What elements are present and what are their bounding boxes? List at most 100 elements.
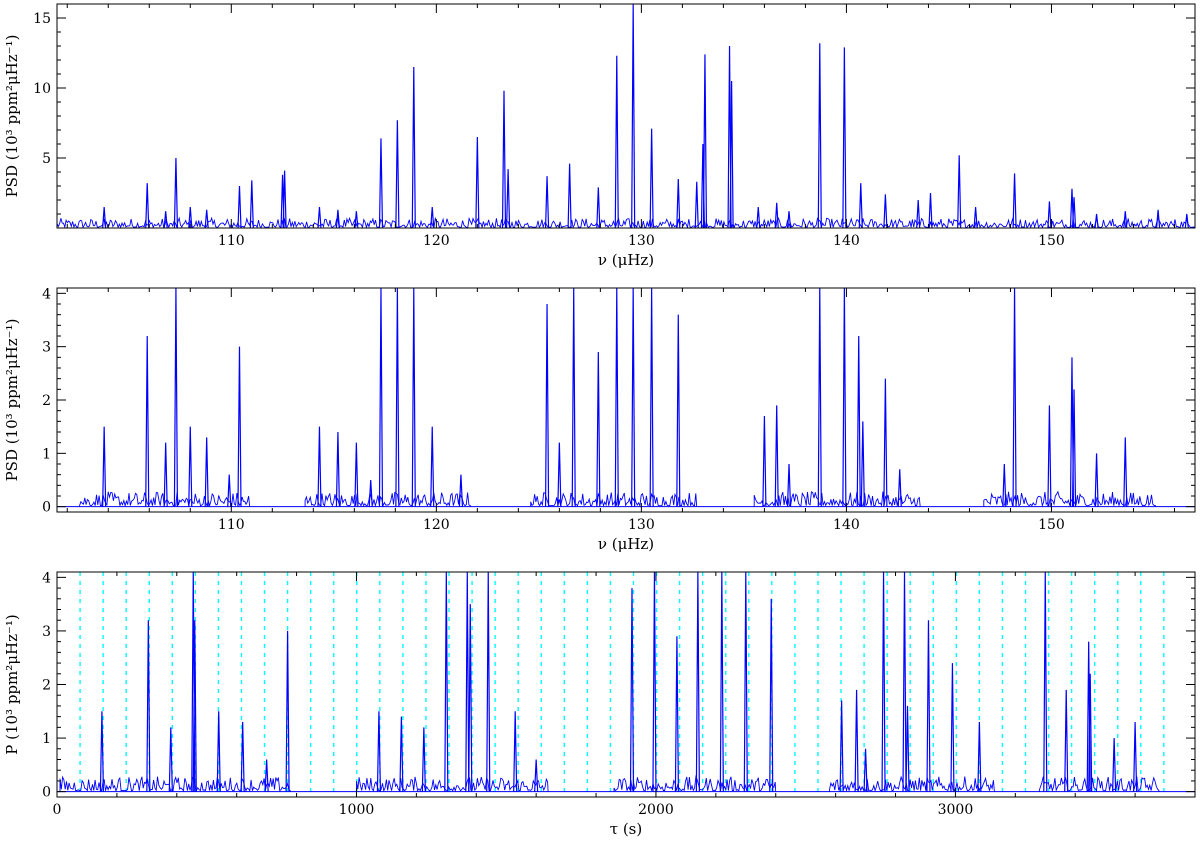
peak	[1047, 201, 1052, 228]
peak	[249, 180, 254, 228]
x-tick-label: 150	[1038, 517, 1065, 533]
axes-frame	[56, 287, 1196, 513]
spectrum-series	[57, 4, 1195, 228]
x-tick-label: 2000	[638, 802, 674, 818]
peak	[465, 572, 470, 792]
x-tick-label: 1000	[339, 802, 375, 818]
peak	[817, 288, 822, 507]
peak	[973, 206, 978, 228]
peak	[596, 351, 601, 507]
peak	[368, 479, 373, 507]
middle-panel: 110 120 130 140 150 0 1 2 3 4 ν (μHz) PSD (10³ ppm²…	[3, 286, 1196, 553]
peak	[883, 194, 888, 228]
peak	[774, 405, 779, 507]
peak	[317, 206, 322, 228]
peak	[513, 711, 518, 792]
peak	[411, 288, 416, 507]
peak	[676, 314, 681, 507]
peak	[317, 426, 322, 507]
peak	[557, 442, 562, 507]
peak	[1133, 721, 1138, 792]
peak	[1112, 738, 1117, 792]
peak	[1155, 209, 1161, 228]
peak	[928, 192, 933, 228]
peak	[240, 721, 245, 792]
peak	[881, 572, 886, 792]
x-axis-label: τ (s)	[610, 820, 642, 838]
y-tick-label: 2	[42, 678, 51, 694]
peak	[631, 288, 636, 507]
peak	[649, 288, 654, 507]
peak	[285, 630, 290, 792]
peak	[1123, 211, 1128, 228]
peak	[468, 604, 473, 792]
spectrum-noise	[59, 774, 1160, 793]
y-tick-label: 15	[33, 11, 51, 27]
peak	[676, 178, 681, 228]
y-axis-label: PSD (10³ ppm²μHz⁻¹)	[3, 319, 21, 482]
peak	[188, 426, 193, 507]
peak	[444, 572, 449, 792]
peak	[475, 136, 480, 228]
peak	[743, 572, 748, 792]
x-axis-label: ν (μHz)	[598, 251, 654, 269]
peak	[926, 620, 931, 792]
peak	[883, 378, 888, 507]
peak	[173, 157, 179, 228]
peak	[376, 711, 382, 792]
peak	[146, 620, 151, 792]
peak	[863, 748, 868, 792]
peak	[614, 55, 619, 228]
peak	[842, 47, 847, 228]
x-tick-label: 110	[218, 517, 245, 533]
peak	[897, 469, 902, 507]
peak	[168, 727, 173, 792]
peak	[652, 572, 657, 792]
peak	[567, 163, 572, 228]
peak	[192, 620, 197, 792]
peak	[854, 689, 859, 792]
peak	[378, 288, 384, 507]
peak	[544, 176, 550, 228]
spectrum-series	[57, 288, 1195, 508]
peak	[1071, 389, 1077, 507]
peak	[486, 572, 491, 792]
peak	[395, 120, 400, 228]
peak	[719, 572, 724, 792]
x-tick-label: 150	[1038, 233, 1065, 249]
peak	[282, 170, 287, 228]
peak	[729, 80, 734, 228]
peak	[695, 572, 700, 792]
peak	[860, 421, 865, 507]
peak	[501, 90, 507, 228]
peak	[354, 211, 359, 228]
y-tick-label: 1	[42, 731, 51, 747]
x-tick-label: 140	[833, 517, 860, 533]
peak	[173, 288, 179, 507]
y-tick-label: 5	[42, 151, 51, 167]
peak	[534, 759, 539, 792]
peak	[237, 185, 242, 228]
peak	[786, 463, 792, 507]
top-panel: 110 120 130 140 150 5 10 15 ν (μHz) PSD (10³ ppm²…	[3, 3, 1196, 269]
bottom-panel: 0 1000 2000 3000 0 1 2 3 4 τ (s) P (10³ ppm²μHz⁻¹)	[3, 570, 1196, 838]
peak	[458, 474, 464, 507]
peak	[1123, 437, 1128, 507]
peak	[786, 211, 792, 228]
y-tick-label: 2	[42, 393, 51, 409]
peak	[1043, 572, 1048, 792]
peak	[430, 426, 435, 507]
peak	[421, 727, 426, 792]
peak	[614, 288, 619, 507]
peak	[856, 335, 861, 507]
peak	[1064, 689, 1069, 792]
peak	[378, 138, 384, 228]
peak	[102, 206, 107, 228]
spectrum-noise	[57, 216, 1195, 228]
peak	[1184, 213, 1189, 228]
peak	[145, 183, 150, 228]
y-axis-label: PSD (10³ ppm²μHz⁻¹)	[3, 35, 21, 198]
peak	[188, 206, 193, 228]
peak	[817, 43, 822, 228]
peak	[649, 128, 654, 228]
